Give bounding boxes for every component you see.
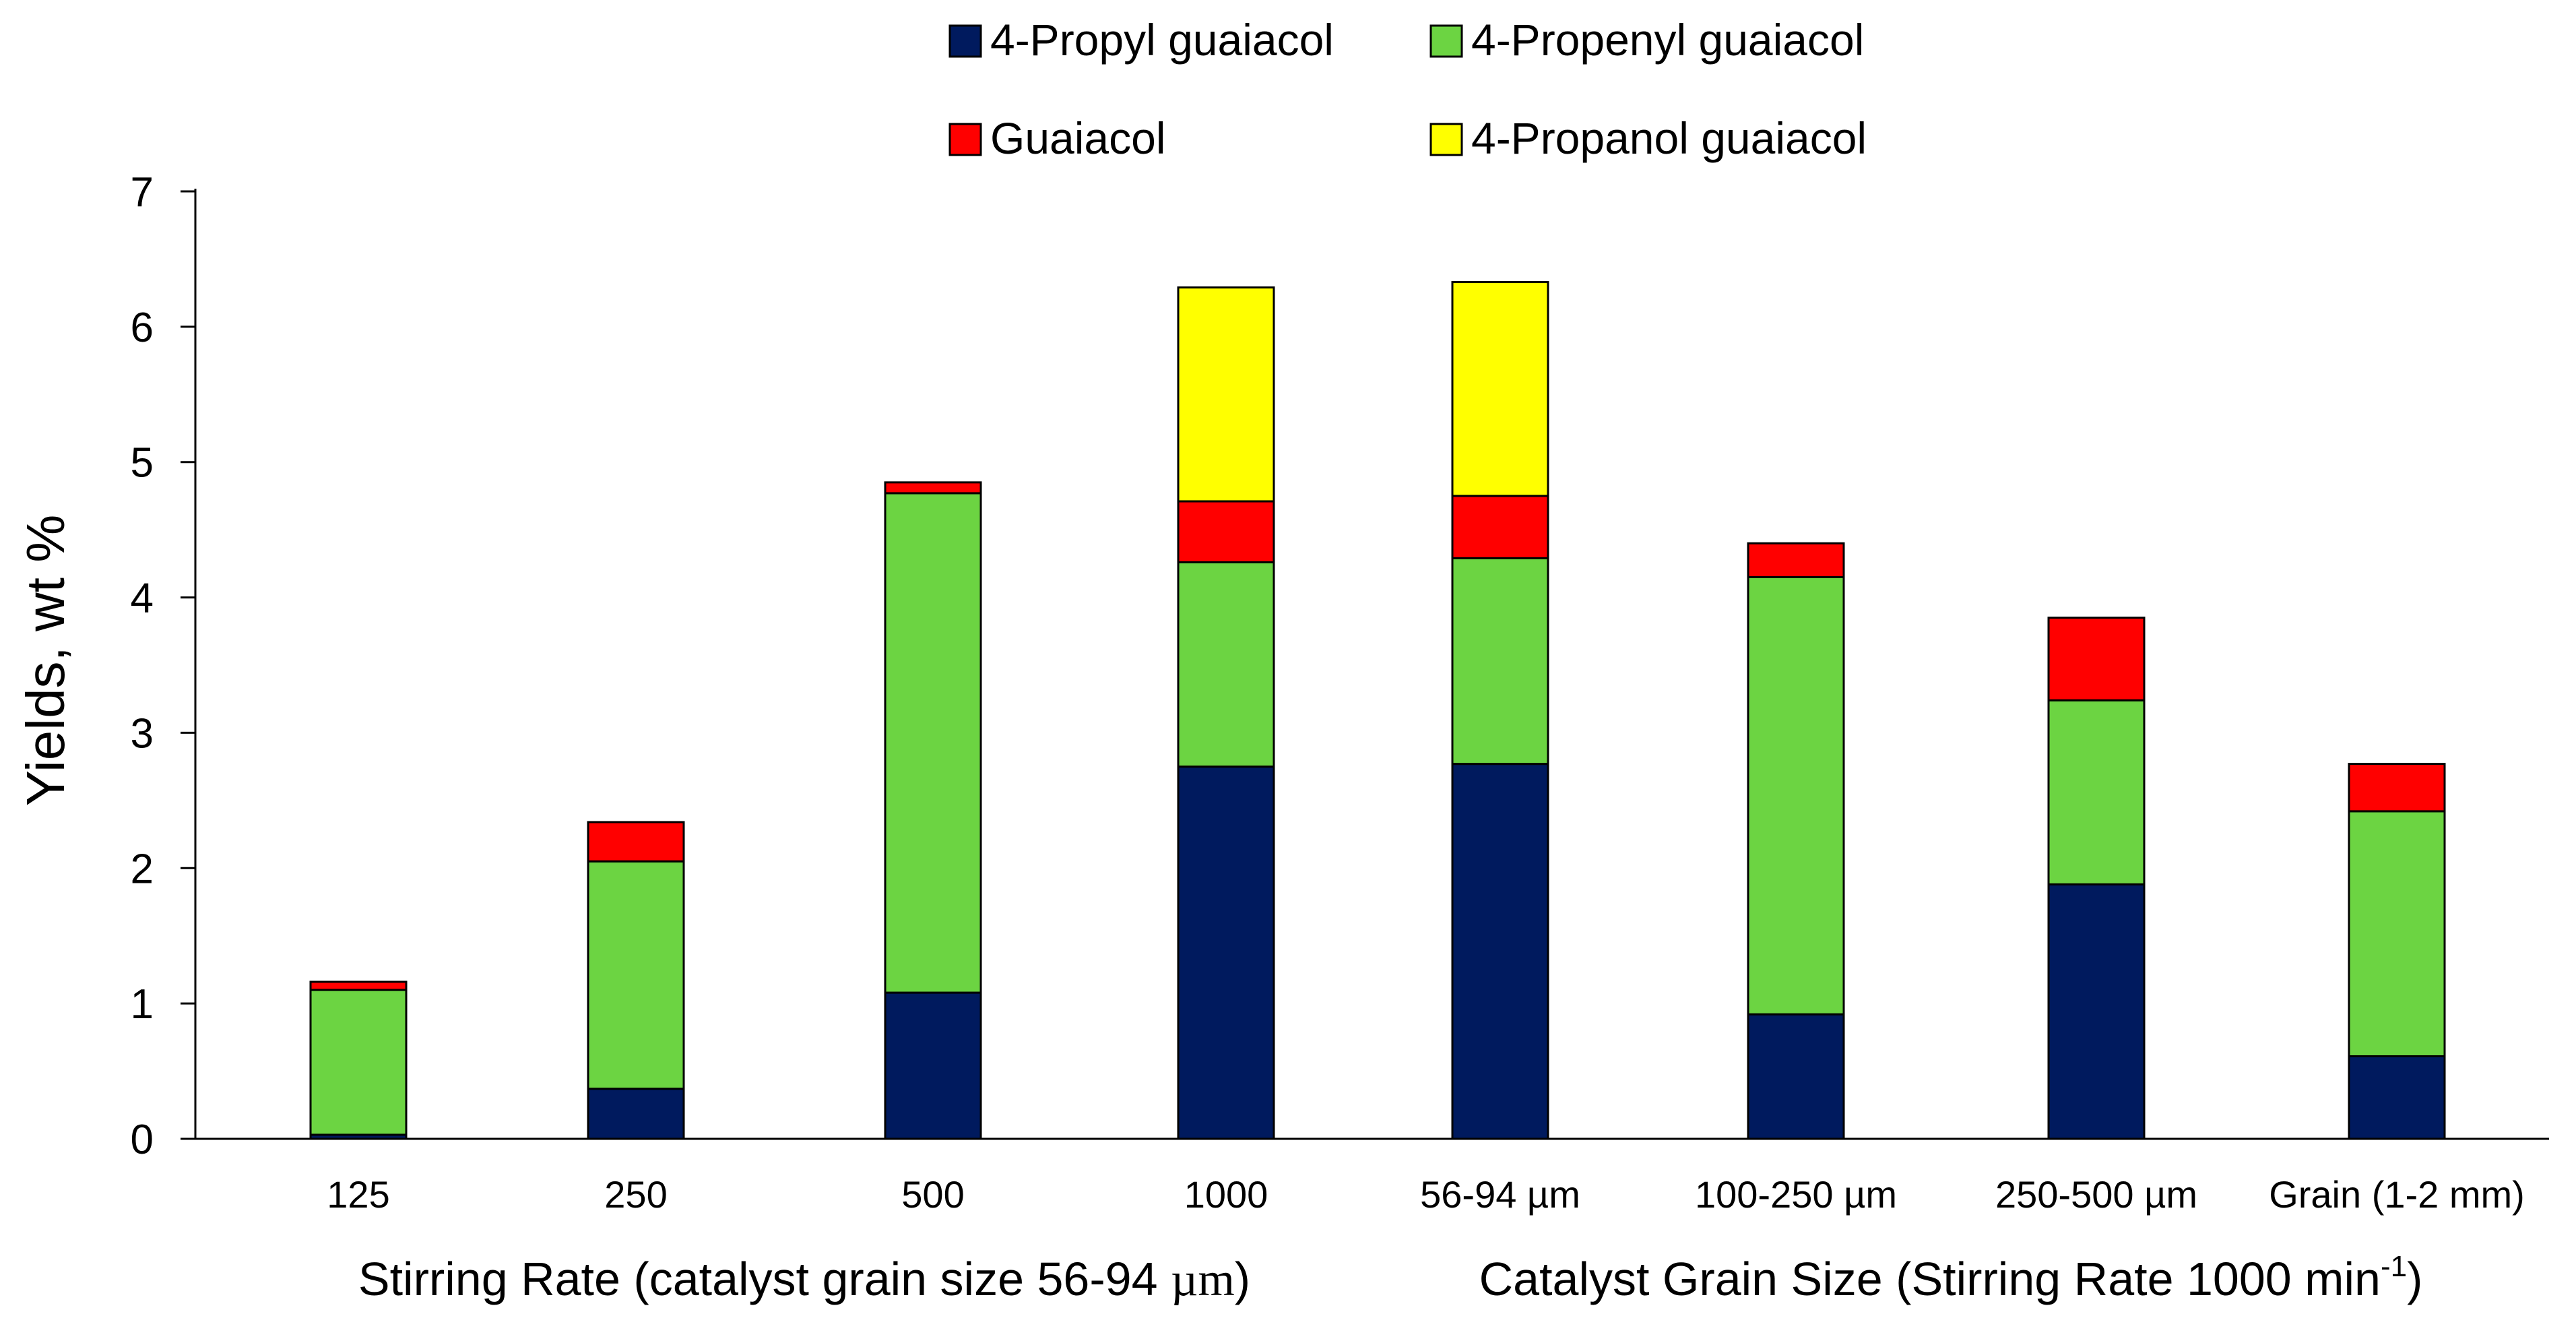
bar-guaiacol-500: [884, 481, 982, 495]
bar-guaiacol-250: [587, 821, 685, 863]
bar-stack-56-94-m: [1451, 281, 1549, 1140]
legend-swatch: [1429, 123, 1463, 156]
x-tick-label-100-250-m: 100-250 µm: [1695, 1173, 1897, 1216]
bar-stack-grain-1-2-mm: [2348, 763, 2446, 1140]
x-tick-label-56-94-m: 56-94 µm: [1420, 1173, 1580, 1216]
bar-guaiacol-250-500-m: [2047, 617, 2146, 701]
bar-4-propyl-guaiacol-250-500-m: [2047, 883, 2146, 1140]
legend-swatch: [948, 24, 982, 58]
x-tick-label-grain-1-2-mm: Grain (1-2 mm): [2269, 1173, 2525, 1216]
y-tick-label: 0: [131, 1117, 154, 1163]
bar-stack-250: [587, 821, 685, 1140]
y-tick-label: 2: [131, 846, 154, 892]
legend-item-4-propyl-guaiacol: 4-Propyl guaiacol: [948, 15, 1334, 65]
x-tick-label-500: 500: [901, 1173, 964, 1216]
bar-4-propyl-guaiacol-500: [884, 991, 982, 1140]
x-tick-label-250: 250: [604, 1173, 667, 1216]
bar-4-propenyl-guaiacol-56-94-m: [1451, 557, 1549, 766]
x-axis: 125 250 500 1000 56-94 µm 100-250 µm 250-500 µ…: [195, 1137, 2549, 1216]
y-tick-label: 7: [131, 169, 154, 216]
bar-4-propyl-guaiacol-100-250-m: [1747, 1013, 1845, 1140]
legend-label: 4-Propenyl guaiacol: [1471, 15, 1864, 65]
legend-item-guaiacol: Guaiacol: [948, 113, 1166, 163]
bar-4-propyl-guaiacol-56-94-m: [1451, 763, 1549, 1140]
bar-guaiacol-100-250-m: [1747, 542, 1845, 578]
bar-stack-125: [309, 980, 408, 1140]
chart-legend: 4-Propyl guaiacol 4-Propenyl guaiacol Guai…: [948, 15, 1867, 163]
group-title-catalyst-grain-size: Catalyst Grain Size (Stirring Rate 1000 …: [1479, 1250, 2423, 1305]
y-tick-label: 1: [131, 981, 154, 1028]
bar-4-propyl-guaiacol-1000: [1177, 766, 1275, 1140]
bar-4-propenyl-guaiacol-grain-1-2-mm: [2348, 810, 2446, 1057]
group-title-stirring-rate: Stirring Rate (catalyst grain size 56-94…: [358, 1253, 1250, 1306]
legend-label: 4-Propyl guaiacol: [990, 15, 1334, 65]
legend-swatch: [948, 123, 982, 156]
y-axis: 0 1 2 3 4 5 6 7: [131, 169, 197, 1163]
legend-label: 4-Propanol guaiacol: [1471, 113, 1867, 163]
y-tick-label: 4: [131, 575, 154, 622]
bar-stack-250-500-m: [2047, 617, 2146, 1140]
bar-stack-500: [884, 481, 982, 1140]
bar-stacks: [309, 281, 2446, 1140]
bar-guaiacol-56-94-m: [1451, 495, 1549, 559]
bar-4-propenyl-guaiacol-100-250-m: [1747, 575, 1845, 1016]
bar-4-propenyl-guaiacol-125: [309, 989, 408, 1136]
bar-guaiacol-1000: [1177, 500, 1275, 563]
bar-4-propenyl-guaiacol-250-500-m: [2047, 699, 2146, 885]
bar-guaiacol-125: [309, 980, 408, 991]
bar-guaiacol-grain-1-2-mm: [2348, 763, 2446, 813]
x-tick-label-1000: 1000: [1184, 1173, 1268, 1216]
y-axis-title: Yields, wt %: [15, 515, 75, 807]
x-tick-label-250-500-m: 250-500 µm: [1995, 1173, 2197, 1216]
y-tick-label: 3: [131, 710, 154, 757]
bar-stack-1000: [1177, 286, 1275, 1140]
y-tick-label: 5: [131, 440, 154, 487]
bar-4-propenyl-guaiacol-500: [884, 492, 982, 994]
bar-4-propenyl-guaiacol-250: [587, 860, 685, 1090]
bar-stack-100-250-m: [1747, 542, 1845, 1140]
legend-swatch: [1429, 24, 1463, 58]
legend-item-4-propenyl-guaiacol: 4-Propenyl guaiacol: [1429, 15, 1864, 65]
legend-label: Guaiacol: [990, 113, 1166, 163]
bar-4-propenyl-guaiacol-1000: [1177, 561, 1275, 768]
bar-4-propanol-guaiacol-56-94-m: [1451, 281, 1549, 497]
legend-item-4-propanol-guaiacol: 4-Propanol guaiacol: [1429, 113, 1867, 163]
y-tick-label: 6: [131, 305, 154, 351]
bar-4-propyl-guaiacol-250: [587, 1088, 685, 1140]
bar-4-propanol-guaiacol-1000: [1177, 286, 1275, 503]
x-tick-label-125: 125: [327, 1173, 389, 1216]
bar-4-propyl-guaiacol-grain-1-2-mm: [2348, 1055, 2446, 1140]
